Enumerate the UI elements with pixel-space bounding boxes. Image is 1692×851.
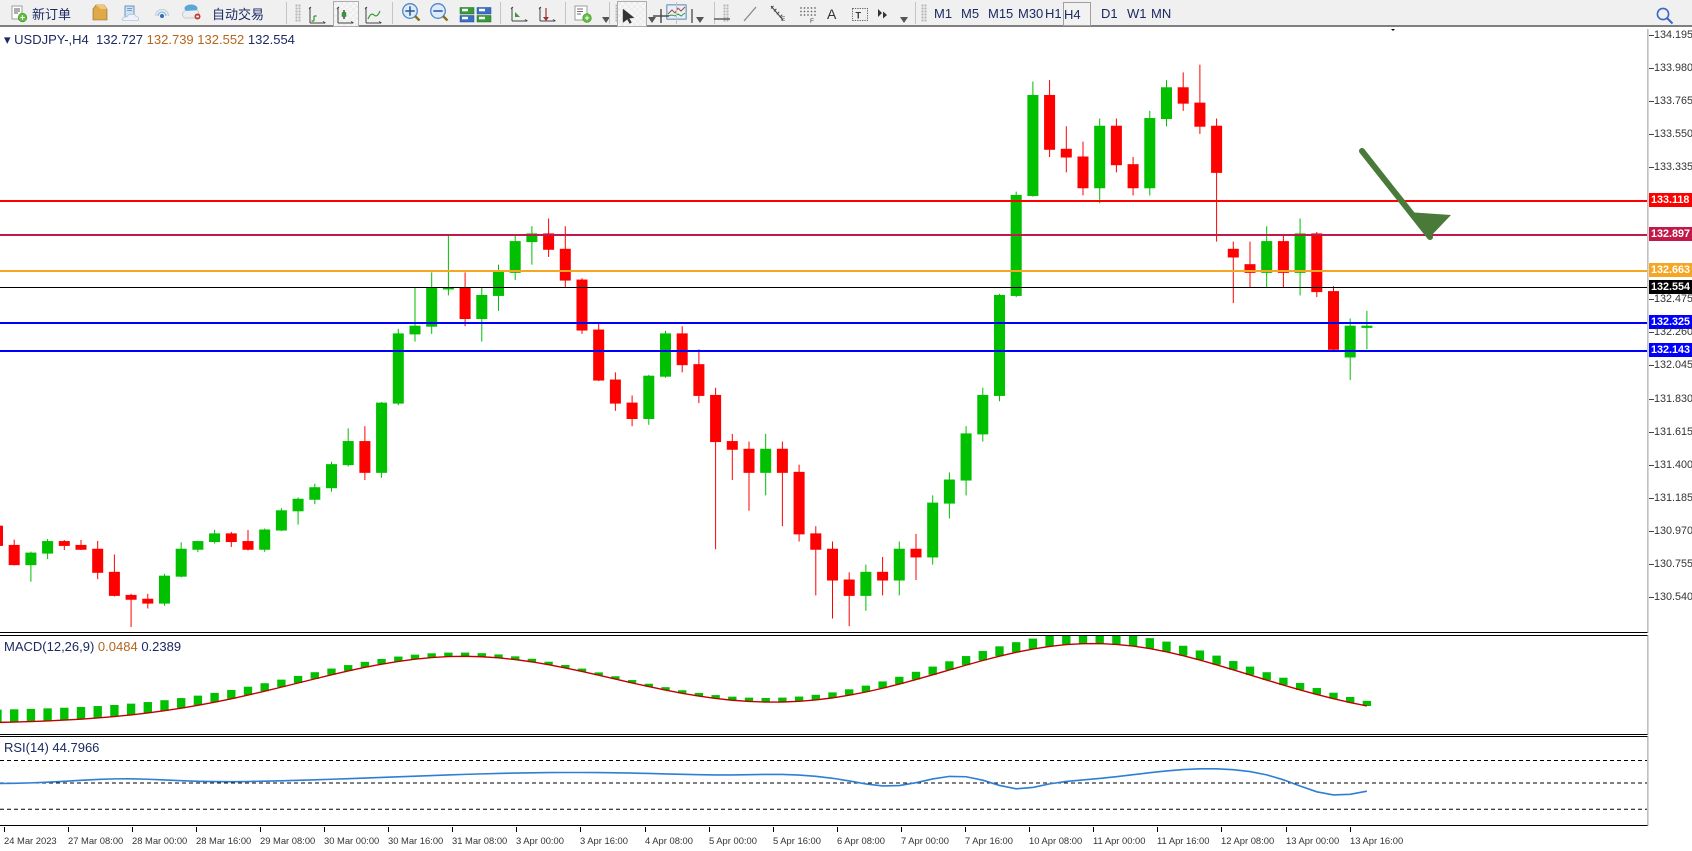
svg-text:F: F xyxy=(810,18,814,25)
svg-text:T: T xyxy=(856,11,862,21)
svg-text:E: E xyxy=(781,16,786,23)
